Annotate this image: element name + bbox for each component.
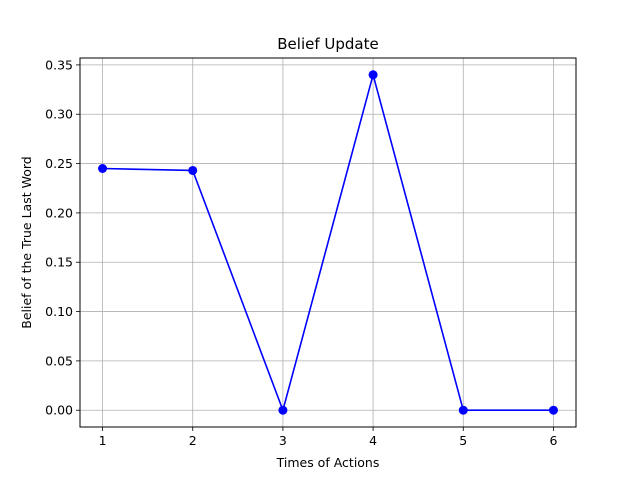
x-tick-label: 3 <box>279 433 287 448</box>
y-tick-label: 0.25 <box>45 156 73 171</box>
y-tick-label: 0.20 <box>45 205 73 220</box>
data-point <box>98 164 108 174</box>
x-tick-label: 4 <box>369 433 377 448</box>
y-tick-label: 0.10 <box>45 304 73 319</box>
axis-ticks: 1 2 3 4 5 6 0.00 0.05 0.10 0.15 0.20 0.25 0.30 0.35 <box>45 57 557 448</box>
data-point <box>548 405 558 415</box>
y-tick-label: 0.35 <box>45 57 73 72</box>
data-series <box>98 70 558 415</box>
y-tick-label: 0.15 <box>45 255 73 270</box>
data-point <box>458 405 468 415</box>
series-line <box>102 73 554 412</box>
y-tick-label: 0.30 <box>45 107 73 122</box>
y-tick-label: 0.00 <box>45 403 73 418</box>
data-point <box>278 405 288 415</box>
data-point <box>368 70 378 80</box>
x-axis-label: Times of Actions <box>276 455 380 470</box>
x-tick-label: 6 <box>549 433 557 448</box>
x-tick-label: 1 <box>99 433 107 448</box>
data-point <box>188 165 198 175</box>
x-tick-label: 5 <box>459 433 467 448</box>
x-tick-label: 2 <box>189 433 197 448</box>
plot-frame <box>79 57 577 428</box>
y-tick-label: 0.05 <box>45 353 73 368</box>
chart-title: Belief Update <box>277 35 378 53</box>
grid <box>80 58 576 427</box>
y-axis-label: Belief of the True Last Word <box>19 156 34 328</box>
